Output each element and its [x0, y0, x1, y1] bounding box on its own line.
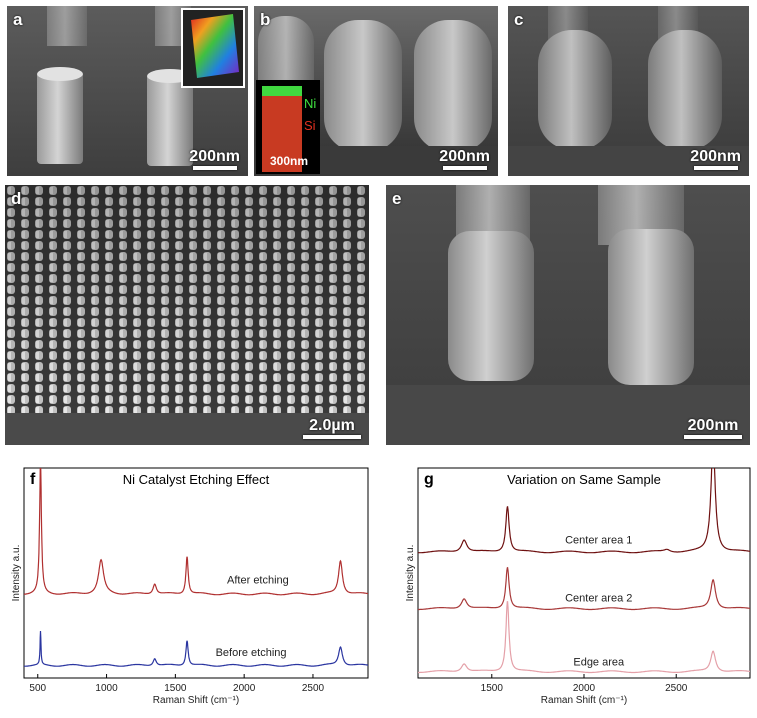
scale-bar-a: 200nm: [189, 148, 240, 170]
raman-chart-f-svg: 500 1000 1500 2000 2500 f Ni Catalyst Etching …: [11, 467, 369, 706]
x-axis-label: Raman Shift (cm⁻¹): [541, 695, 627, 706]
x-tick-label: 1500: [164, 683, 187, 694]
inset-label-ni: Ni: [304, 96, 317, 111]
scale-text-b: 200nm: [439, 148, 490, 165]
x-tick-label: 2500: [302, 683, 325, 694]
panel-label-e: e: [392, 189, 402, 208]
x-tick-label: 2000: [233, 683, 256, 694]
sem-image-e: [386, 185, 750, 445]
scale-text-c: 200nm: [690, 148, 741, 165]
x-tick-label: 2500: [665, 683, 688, 694]
x-tick-label: 500: [29, 683, 46, 694]
inset-scale-text: 300nm: [270, 154, 309, 168]
x-tick-label: 1500: [481, 683, 504, 694]
panel-c: c 200nm: [508, 6, 749, 176]
scale-bar-d: 2.0µm: [303, 417, 361, 439]
scale-bar-e: 200nm: [684, 417, 742, 439]
raman-chart-g: 1500 2000 2500 g Variation on Same Sample Ram…: [380, 458, 757, 713]
series-line: [418, 468, 750, 554]
x-axis-label: Raman Shift (cm⁻¹): [153, 695, 239, 706]
x-tick-label: 1000: [95, 683, 118, 694]
plot-frame: [23, 467, 369, 679]
sem-image-c: [508, 6, 749, 176]
x-tick-label: 2000: [573, 683, 596, 694]
scale-bar-b: 200nm: [439, 148, 490, 170]
series-label: Center area 1: [565, 535, 632, 547]
raman-chart-f: 500 1000 1500 2000 2500 f Ni Catalyst Etching …: [0, 458, 375, 713]
scale-text-e: 200nm: [687, 417, 739, 434]
inset-label-si: Si: [304, 118, 316, 133]
panel-label-d: d: [11, 189, 22, 208]
series-label: Center area 2: [565, 592, 632, 604]
panel-b: b Ni Si 300nm 200nm: [254, 6, 498, 176]
sem-image-d: [5, 185, 369, 445]
chart-title: Ni Catalyst Etching Effect: [123, 472, 270, 487]
chart-panel-label: g: [424, 471, 434, 488]
raman-chart-g-svg: 1500 2000 2500 g Variation on Same Sample Ram…: [405, 467, 751, 706]
panel-e: e 200nm: [386, 185, 750, 445]
panel-d: d 2.0µm: [5, 185, 369, 445]
y-axis-label: Intensity a.u.: [405, 545, 416, 602]
series-line: [24, 630, 368, 667]
panel-label-c: c: [514, 10, 524, 29]
panel-label-b: b: [260, 10, 271, 29]
chart-panel-label: f: [30, 471, 36, 488]
series-label: Edge area: [573, 656, 625, 668]
series-line: [24, 468, 368, 596]
panel-a: a 200nm: [7, 6, 248, 176]
scale-bar-c: 200nm: [690, 148, 741, 170]
scale-text-d: 2.0µm: [309, 417, 355, 434]
sem-image-a: [7, 6, 248, 176]
scale-text-a: 200nm: [189, 148, 240, 165]
chart-title: Variation on Same Sample: [507, 472, 661, 487]
panel-label-a: a: [13, 10, 23, 29]
plot-frame: [417, 467, 751, 679]
series-label: Before etching: [216, 647, 287, 659]
y-axis-label: Intensity a.u.: [11, 545, 22, 602]
series-line: [418, 566, 750, 611]
series-label: After etching: [227, 575, 289, 587]
sem-image-b: [254, 6, 498, 176]
series-line: [418, 601, 750, 674]
